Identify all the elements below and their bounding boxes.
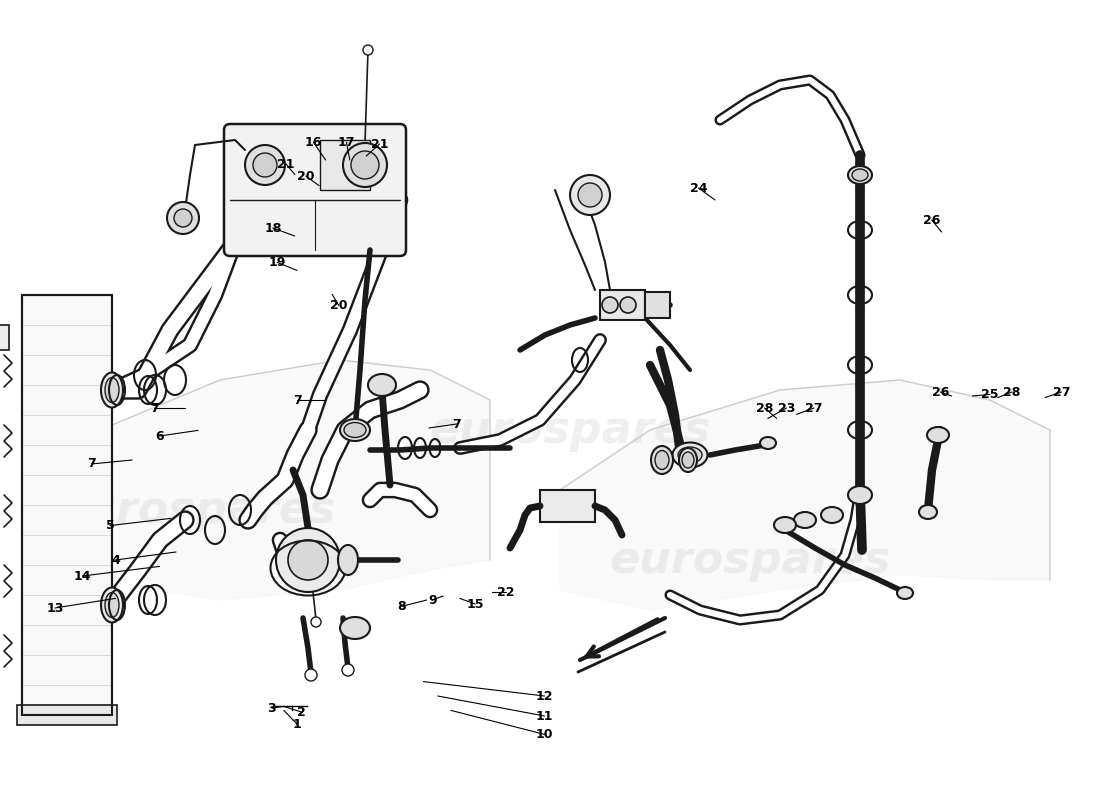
Ellipse shape: [340, 419, 370, 441]
Circle shape: [311, 617, 321, 627]
Text: 26: 26: [932, 386, 949, 398]
Ellipse shape: [672, 442, 707, 467]
Text: 10: 10: [536, 728, 553, 741]
Text: 11: 11: [536, 710, 553, 722]
Text: 6: 6: [155, 430, 164, 442]
Text: 5: 5: [106, 519, 114, 532]
Ellipse shape: [651, 446, 673, 474]
Text: 21: 21: [277, 158, 295, 170]
Text: 12: 12: [536, 690, 553, 702]
Bar: [600, 290, 645, 320]
Ellipse shape: [678, 447, 702, 463]
Ellipse shape: [927, 427, 949, 443]
Ellipse shape: [821, 507, 843, 523]
Polygon shape: [560, 380, 1050, 610]
Text: 22: 22: [497, 586, 515, 598]
Bar: [0, 325, 9, 350]
Circle shape: [167, 202, 199, 234]
Ellipse shape: [848, 166, 872, 184]
Text: 27: 27: [805, 402, 823, 414]
Text: 1: 1: [293, 718, 301, 730]
Circle shape: [174, 209, 192, 227]
Text: 24: 24: [690, 182, 707, 194]
Bar: [645, 292, 670, 318]
Ellipse shape: [344, 422, 366, 438]
Text: eurospares: eurospares: [54, 489, 336, 531]
Ellipse shape: [340, 617, 370, 639]
Text: eurospares: eurospares: [609, 538, 891, 582]
Ellipse shape: [896, 587, 913, 599]
Circle shape: [602, 297, 618, 313]
Text: 14: 14: [74, 570, 91, 582]
Ellipse shape: [760, 437, 775, 449]
Circle shape: [305, 669, 317, 681]
Ellipse shape: [101, 373, 123, 407]
Text: 26: 26: [923, 214, 940, 226]
Bar: [540, 490, 595, 522]
Ellipse shape: [654, 450, 669, 470]
Text: 2: 2: [297, 706, 306, 718]
Polygon shape: [50, 360, 490, 600]
Text: 23: 23: [778, 402, 795, 414]
Text: 28: 28: [756, 402, 773, 414]
Text: 7: 7: [293, 394, 301, 406]
Circle shape: [570, 175, 611, 215]
Text: 9: 9: [428, 594, 437, 606]
Circle shape: [351, 151, 380, 179]
Ellipse shape: [368, 374, 396, 396]
Text: 8: 8: [397, 600, 406, 613]
Text: 18: 18: [264, 222, 282, 234]
Bar: [22, 295, 112, 715]
Text: 7: 7: [452, 418, 461, 430]
Bar: [16, 705, 117, 725]
Text: 13: 13: [46, 602, 64, 614]
Bar: [22, 295, 112, 715]
Ellipse shape: [918, 505, 937, 519]
Ellipse shape: [679, 448, 697, 472]
Text: eurospares: eurospares: [429, 409, 711, 451]
Circle shape: [363, 45, 373, 55]
Circle shape: [620, 297, 636, 313]
Bar: [320, 140, 370, 190]
Text: 15: 15: [466, 598, 484, 610]
Text: 7: 7: [150, 402, 158, 414]
Text: 27: 27: [1053, 386, 1070, 398]
Ellipse shape: [794, 512, 816, 528]
Text: 25: 25: [981, 388, 999, 401]
Ellipse shape: [774, 517, 796, 533]
Circle shape: [253, 153, 277, 177]
Circle shape: [342, 664, 354, 676]
Text: 19: 19: [268, 256, 286, 269]
Circle shape: [578, 183, 602, 207]
Text: 17: 17: [338, 136, 355, 149]
Text: 21: 21: [371, 138, 388, 150]
Text: 28: 28: [1003, 386, 1021, 398]
Circle shape: [245, 145, 285, 185]
Ellipse shape: [104, 593, 119, 618]
Text: 20: 20: [330, 299, 348, 312]
Ellipse shape: [338, 545, 358, 575]
Text: 7: 7: [87, 458, 96, 470]
Ellipse shape: [101, 587, 123, 622]
Circle shape: [276, 528, 340, 592]
Ellipse shape: [104, 378, 119, 402]
Text: 16: 16: [305, 136, 322, 149]
Ellipse shape: [682, 452, 694, 468]
Ellipse shape: [852, 169, 868, 181]
Circle shape: [288, 540, 328, 580]
FancyBboxPatch shape: [224, 124, 406, 256]
Text: 4: 4: [111, 554, 120, 566]
Text: 3: 3: [267, 702, 276, 714]
Circle shape: [343, 143, 387, 187]
Text: 20: 20: [297, 170, 315, 182]
Ellipse shape: [848, 486, 872, 504]
